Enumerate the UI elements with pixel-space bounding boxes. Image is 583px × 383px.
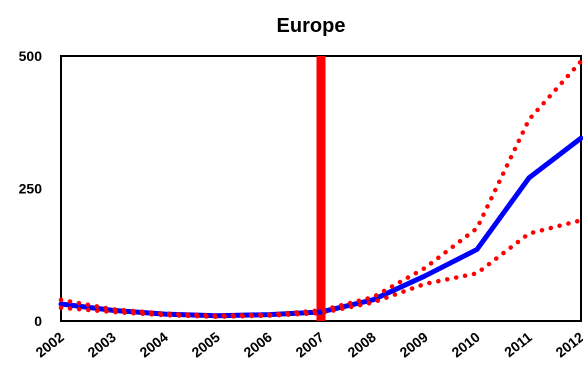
x-tick-label: 2009 bbox=[396, 329, 431, 361]
x-tick-label: 2011 bbox=[501, 329, 535, 360]
x-tick-label: 2008 bbox=[344, 329, 379, 361]
x-tick-label: 2010 bbox=[448, 329, 483, 361]
series-layer bbox=[58, 59, 583, 320]
x-axis: 2002 2003 2004 2005 2006 2007 2008 2009 2010 2011… bbox=[32, 329, 583, 361]
x-tick-label: 2007 bbox=[292, 329, 327, 361]
x-tick-label: 2006 bbox=[240, 329, 275, 361]
y-tick-label: 0 bbox=[34, 313, 42, 329]
y-tick-label: 500 bbox=[19, 48, 43, 64]
chart-title: Europe bbox=[277, 15, 346, 37]
x-tick-label: 2002 bbox=[32, 329, 67, 361]
x-tick-label: 2005 bbox=[188, 329, 223, 361]
series-line-2 bbox=[58, 59, 583, 318]
x-tick-label: 2012 bbox=[552, 329, 583, 361]
y-axis: 0 250 500 bbox=[19, 48, 43, 329]
series-line-1 bbox=[58, 135, 583, 319]
x-tick-label: 2004 bbox=[136, 329, 171, 361]
y-tick-label: 250 bbox=[19, 181, 43, 197]
x-tick-label: 2003 bbox=[84, 329, 119, 361]
